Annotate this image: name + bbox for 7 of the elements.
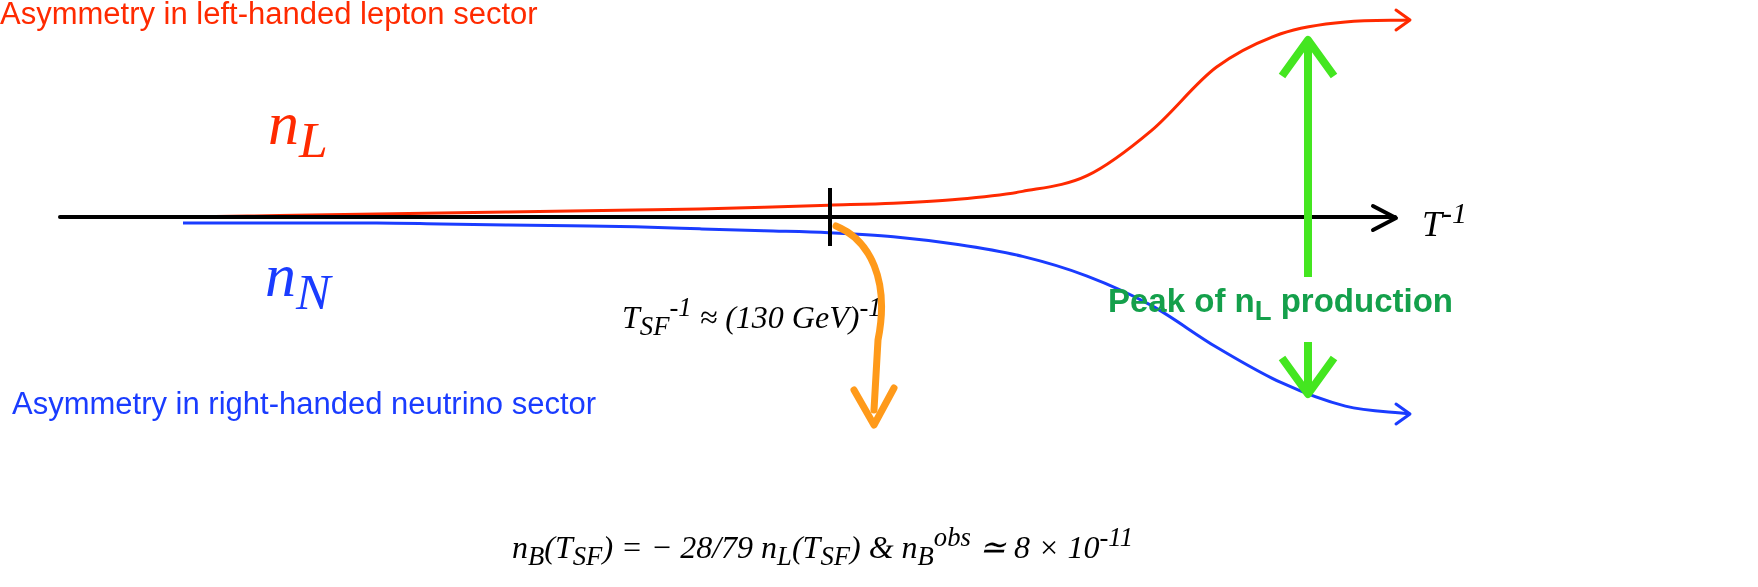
text: n$_{B}$(T$_{SF}$) = − 28/79 n$_{L}$(T$_{SF}$) & n$_{B}$$^{obs}$ ≃ 8 × 10$^{-11}$	[512, 522, 1134, 572]
annotation: Asymmetry in left-handed lepton sector	[0, 0, 538, 32]
annotation: T$_{SF}$$^{-1}$ ≈ (130 GeV)$^{-1}$	[622, 292, 882, 343]
series-label: n$_{L}$	[268, 88, 328, 170]
annotation: Asymmetry in right-handed neutrino sector	[12, 386, 597, 422]
series-label: n$_{N}$	[265, 240, 331, 322]
x-axis-title: T$^{-1}$	[1422, 196, 1468, 245]
